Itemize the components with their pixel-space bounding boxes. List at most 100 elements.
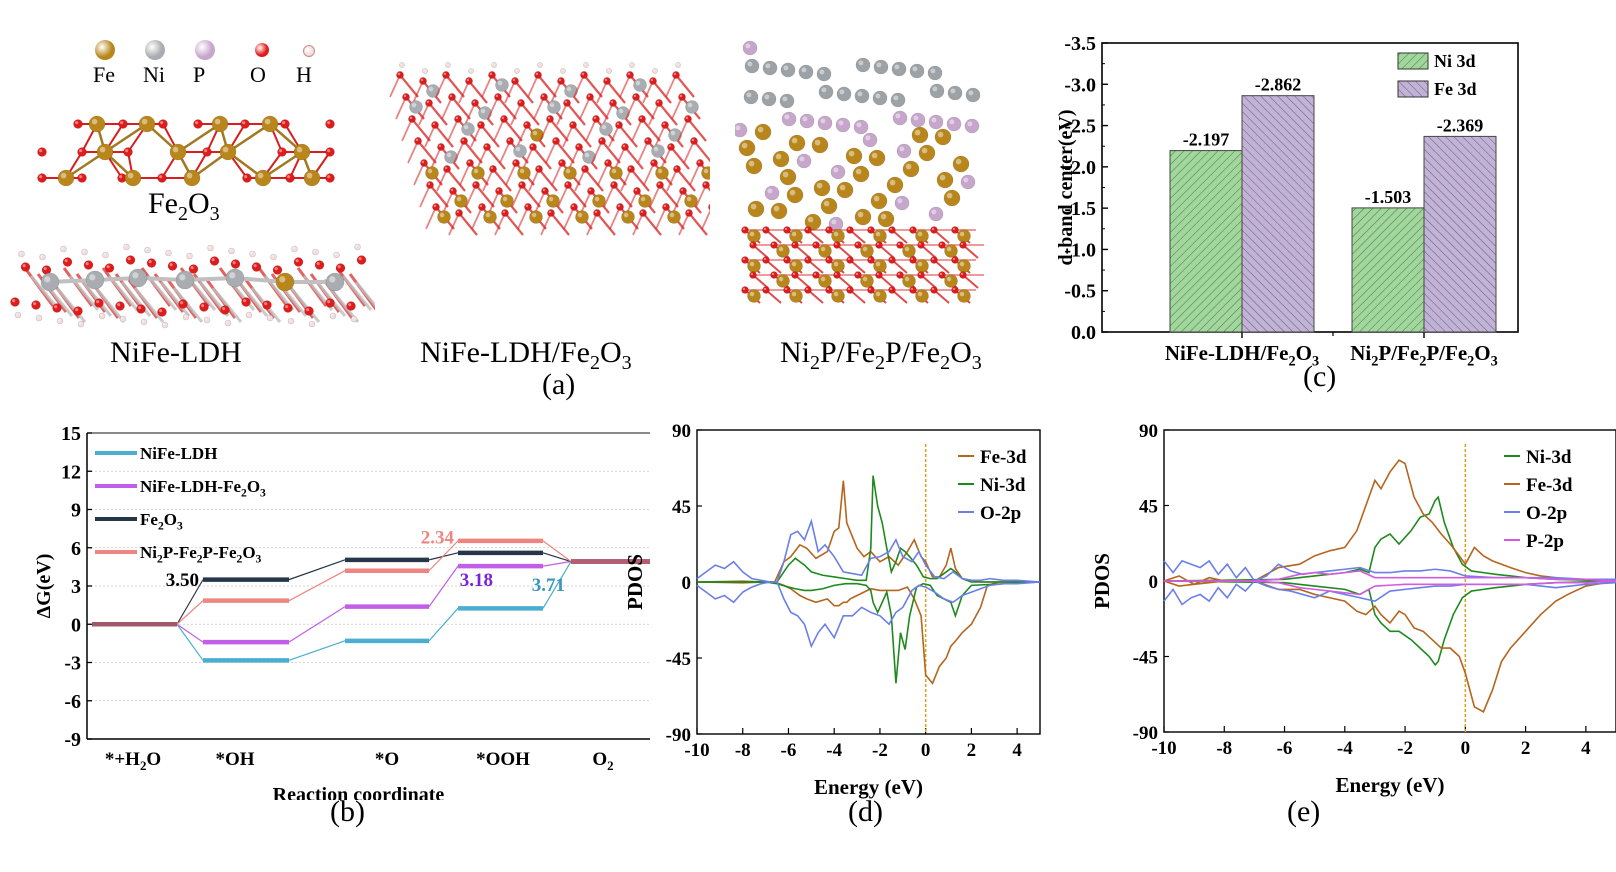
bond: [671, 96, 683, 120]
atom-highlight: [439, 212, 445, 218]
atom-highlight: [584, 152, 590, 158]
oxygen-atom: [495, 187, 503, 195]
oxygen-atom: [240, 119, 250, 129]
iron-atom: [667, 210, 681, 224]
phosphorus-atom: [928, 114, 944, 130]
y-axis-label: ΔG(eV): [33, 554, 55, 619]
bond: [580, 190, 592, 214]
atom-highlight: [166, 251, 169, 254]
bond: [596, 212, 616, 236]
bond: [549, 118, 569, 142]
panel-b-caption: (b): [330, 795, 365, 828]
atom-highlight: [423, 69, 426, 72]
oxygen-atom: [930, 226, 938, 234]
bond: [451, 96, 471, 120]
bond: [120, 281, 152, 317]
hydrogen-atom: [102, 251, 109, 259]
phosphorus-atom: [894, 195, 910, 211]
atom-highlight: [541, 94, 545, 98]
atom-highlight: [959, 261, 965, 267]
atom-highlight: [548, 210, 552, 214]
atom-highlight: [467, 160, 471, 164]
nickel-atom: [225, 268, 245, 288]
bond: [567, 184, 587, 208]
oxygen-atom: [888, 286, 896, 294]
iron-atom: [275, 272, 295, 292]
y-tick-label: -2.0: [1064, 157, 1096, 179]
oxygen-atom: [639, 209, 647, 217]
hydrogen-atom: [291, 245, 298, 253]
atom-highlight: [807, 216, 814, 223]
oxygen-atom: [696, 159, 704, 167]
phosphorus-atom: [735, 122, 748, 138]
oxygen-atom: [846, 286, 854, 294]
atom-highlight: [899, 146, 905, 152]
atom-highlight: [229, 272, 236, 279]
atom-highlight: [670, 130, 676, 136]
legend-label: O-2p: [980, 503, 1021, 524]
y-tick-label: -9: [64, 729, 81, 751]
bar-value-label: -2.862: [1255, 75, 1302, 95]
atom-highlight: [826, 257, 830, 261]
atom-highlight: [763, 287, 767, 291]
oxygen-atom: [741, 286, 749, 294]
x-tick-label: 2: [1521, 738, 1531, 759]
x-axis-label: Energy (eV): [814, 775, 923, 799]
atom-highlight: [463, 124, 469, 130]
bond: [626, 190, 638, 214]
atom-highlight: [82, 250, 85, 253]
oxygen-atom: [672, 71, 680, 79]
atom-highlight: [703, 168, 709, 174]
y-tick-label: 15: [61, 423, 81, 445]
atom-highlight: [960, 272, 964, 276]
nickel-atom: [855, 57, 871, 73]
bond: [503, 118, 523, 142]
atom-highlight: [469, 69, 472, 72]
atom-highlight: [125, 149, 129, 153]
bond: [445, 74, 465, 98]
iron-atom: [738, 139, 756, 157]
x-tick-label: -2: [1397, 738, 1413, 759]
nife-ldh-structure: [10, 243, 375, 329]
atom-highlight: [750, 203, 757, 210]
bond: [618, 124, 638, 148]
oxygen-atom: [443, 165, 451, 173]
atom-highlight: [741, 142, 748, 149]
atom-highlight: [420, 78, 424, 82]
bond: [540, 212, 552, 236]
atom-highlight: [222, 146, 229, 153]
bond: [659, 184, 679, 208]
oxygen-atom: [280, 119, 290, 129]
oxygen-atom: [506, 137, 514, 145]
y-tick-label: 90: [672, 421, 691, 442]
oxygen-atom: [875, 241, 883, 249]
metal-atom: [409, 100, 423, 114]
oxygen-atom: [500, 115, 508, 123]
atom-highlight: [313, 250, 316, 253]
oxygen-atom: [569, 121, 577, 129]
atom-highlight: [622, 144, 626, 148]
bond: [584, 168, 604, 192]
atom-highlight: [497, 80, 503, 86]
atom-highlight: [868, 227, 872, 231]
bond: [583, 74, 603, 98]
hydrogen-atom: [161, 321, 169, 329]
legend-atom-p: [195, 40, 215, 60]
bond: [660, 146, 672, 170]
hydrogen-atom: [39, 253, 46, 261]
bond: [687, 118, 707, 142]
oxygen-atom: [449, 187, 457, 195]
legend-label: NiFe-LDH: [140, 444, 217, 463]
nickel-atom: [780, 62, 796, 78]
oxygen-atom: [346, 301, 356, 311]
pdos-ni-3d-spin-up: [697, 475, 1040, 583]
hydrogen-atom: [514, 68, 520, 74]
y-tick-label: 90: [1139, 421, 1158, 442]
oxygen-atom: [938, 271, 946, 279]
bond: [520, 102, 540, 126]
atom-highlight: [289, 319, 292, 322]
oxygen-atom: [586, 93, 594, 101]
oxygen-atom: [783, 256, 791, 264]
bond: [471, 206, 483, 230]
atom-highlight: [834, 242, 838, 246]
